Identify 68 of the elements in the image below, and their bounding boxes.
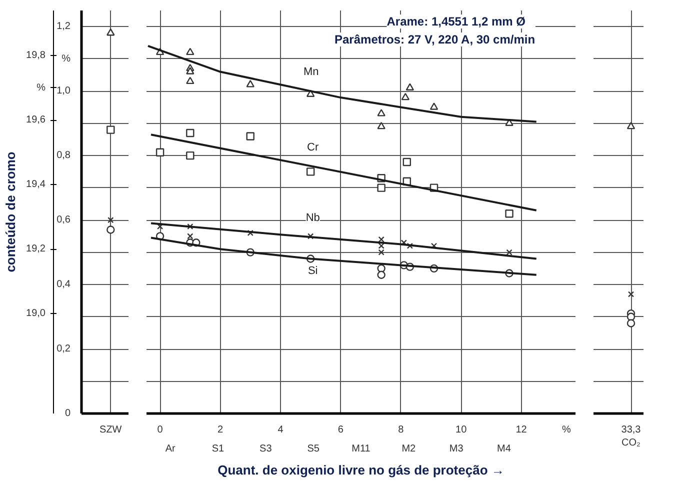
text: S1	[212, 444, 225, 454]
y2-tick-label: %	[36, 82, 46, 94]
point	[378, 249, 384, 256]
y-tick-label: 0	[64, 408, 71, 419]
y2-tick-label: 19,0	[26, 308, 46, 320]
x-tick-label: %	[562, 424, 572, 436]
y-tick-label: 0,6	[56, 214, 71, 226]
point	[246, 132, 254, 140]
point	[377, 184, 386, 192]
point	[187, 233, 194, 240]
point	[306, 168, 315, 176]
point	[377, 122, 386, 130]
y-tick-label: 1,0	[56, 86, 71, 97]
x-tick-label: 6	[338, 424, 344, 436]
y-tick-label: %	[62, 53, 71, 64]
text: Ar	[165, 444, 176, 454]
y2-tick-label: 19,4	[26, 179, 46, 190]
point	[400, 240, 407, 246]
y2-axis-title: conteúdo de cromo	[3, 152, 18, 272]
point	[187, 223, 194, 230]
point	[402, 158, 412, 166]
series-label: Si	[308, 264, 318, 277]
point	[430, 242, 438, 249]
text: Parâmetros: 27 V, 220 A, 30 cm/min	[334, 32, 536, 46]
point	[430, 102, 438, 110]
x-tick-label: 8	[398, 424, 404, 436]
point	[186, 128, 194, 138]
point	[406, 83, 414, 90]
y2-tick-label: 19,2	[26, 244, 46, 255]
series-label: Cr	[307, 141, 319, 154]
point	[247, 230, 254, 236]
text: M11	[352, 444, 371, 454]
x-tick-label: 0	[157, 424, 164, 436]
x-tick-label: 10	[456, 424, 468, 436]
text: M4	[497, 444, 512, 454]
text: S5	[307, 444, 320, 454]
y2-tick-label: 19,6	[26, 114, 46, 126]
x-tick-label: 12	[516, 424, 528, 436]
point	[308, 233, 314, 240]
text: M2	[402, 444, 416, 454]
point	[378, 236, 384, 242]
point	[186, 151, 194, 160]
point	[186, 48, 194, 56]
point	[186, 67, 194, 74]
y-tick-label: 1,2	[56, 21, 71, 32]
point	[377, 270, 386, 279]
point	[406, 242, 413, 249]
point	[156, 148, 164, 156]
series-label: Nb	[306, 212, 320, 224]
x-tick-label: SZW	[100, 424, 122, 436]
text: S3	[260, 444, 272, 454]
y2-tick-label: 19,8	[26, 50, 46, 62]
point	[401, 92, 410, 100]
y-tick-label: 0,4	[56, 279, 71, 290]
point	[506, 249, 512, 256]
x-tick-label: 2	[217, 424, 224, 436]
chart-title: Arame: 1,4551 1,2 mm Ø	[386, 14, 526, 28]
point	[377, 109, 386, 116]
y-tick-label: 0,2	[56, 344, 71, 355]
y-tick-label: 0,8	[56, 150, 71, 162]
point	[505, 210, 514, 218]
x-tick-label: 33,3 CO₂	[621, 424, 642, 449]
x-tick-label: 4	[278, 424, 284, 436]
x-axis-title: Quant. de oxigenio livre no gás de proteção →	[218, 462, 504, 478]
point	[186, 76, 194, 84]
series-label: Mn	[303, 66, 319, 78]
text: M3	[449, 444, 464, 454]
point	[246, 80, 254, 88]
